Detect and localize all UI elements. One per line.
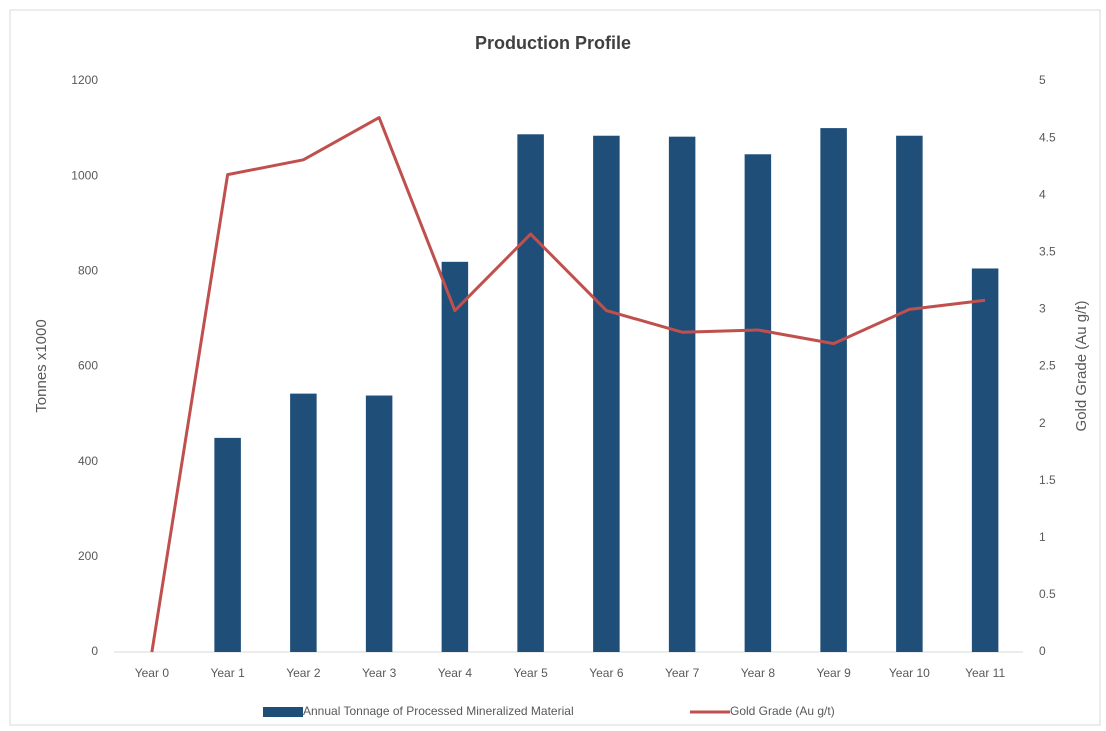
bar: [517, 134, 544, 652]
bar: [214, 437, 241, 652]
x-tick-label: Year 4: [438, 666, 473, 680]
y-tick-label: 1200: [71, 73, 98, 87]
line: [150, 116, 986, 653]
y2-tick-label: 0.5: [1039, 587, 1056, 601]
y-tick-label: 200: [78, 549, 98, 563]
y2-tick-label: 4: [1039, 187, 1046, 201]
y2-axis-title: Gold Grade (Au g/t): [1073, 301, 1090, 432]
y2-tick-label: 4.5: [1039, 130, 1056, 144]
bar: [593, 135, 620, 653]
legend-swatch: [263, 707, 303, 717]
y-tick-label: 1000: [71, 168, 98, 182]
bar: [365, 395, 393, 652]
x-tick-label: Year 7: [665, 666, 700, 680]
x-tick-label: Year 9: [816, 666, 851, 680]
y-axis-title: Tonnes x1000: [33, 319, 50, 412]
y-tick-label: 400: [78, 454, 98, 468]
y-tick-label: 800: [78, 264, 98, 278]
y2-tick-label: 5: [1039, 73, 1046, 87]
bar: [668, 136, 696, 653]
bar: [896, 135, 923, 653]
legend-label: Gold Grade (Au g/t): [730, 704, 835, 718]
bar: [820, 128, 847, 653]
x-tick-label: Year 2: [286, 666, 321, 680]
bar: [441, 261, 469, 652]
x-tick-label: Year 1: [210, 666, 245, 680]
y2-tick-label: 1: [1039, 530, 1046, 544]
x-tick-label: Year 8: [741, 666, 776, 680]
y2-tick-label: 3.5: [1039, 244, 1056, 258]
bar: [971, 268, 999, 652]
x-tick-label: Year 0: [135, 666, 170, 680]
x-tick-label: Year 3: [362, 666, 397, 680]
legend-label: Annual Tonnage of Processed Mineralized …: [303, 704, 574, 718]
y-tick-label: 0: [91, 644, 98, 658]
y2-tick-label: 2: [1039, 416, 1046, 430]
x-tick-label: Year 10: [889, 666, 930, 680]
y2-tick-label: 2.5: [1039, 359, 1056, 373]
bar: [744, 154, 772, 653]
chart-border: [9, 9, 1101, 726]
x-tick-label: Year 6: [589, 666, 624, 680]
y-tick-label: 600: [78, 359, 98, 373]
y2-tick-label: 1.5: [1039, 473, 1056, 487]
bar: [290, 393, 317, 652]
x-tick-label: Year 11: [965, 666, 1005, 680]
chart-title: Production Profile: [475, 33, 631, 53]
x-tick-label: Year 5: [513, 666, 548, 680]
y2-tick-label: 3: [1039, 302, 1046, 316]
y2-tick-label: 0: [1039, 644, 1046, 658]
